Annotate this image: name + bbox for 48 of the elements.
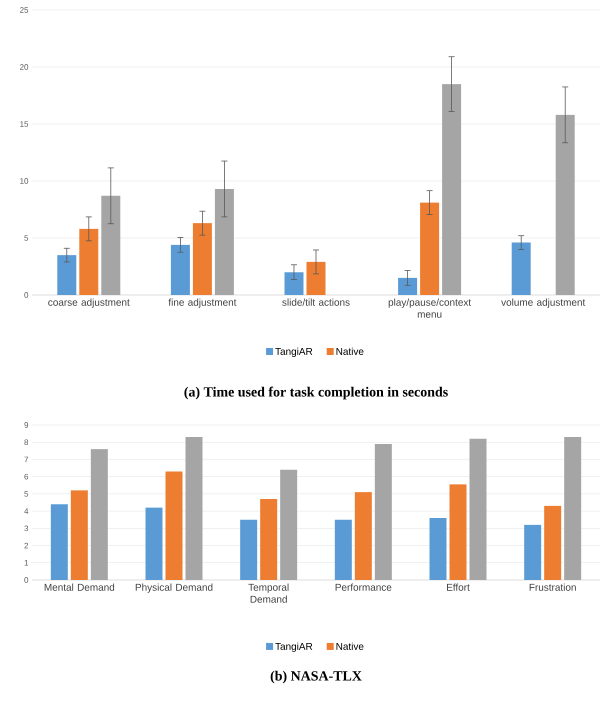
bar [544, 506, 562, 580]
bar [214, 188, 234, 295]
bar [186, 437, 202, 580]
bar [354, 492, 372, 580]
x-tick-label: Mental Demand [44, 584, 114, 591]
bar [442, 84, 462, 295]
bar [79, 228, 98, 295]
bar [145, 508, 162, 580]
legend-label: Native [336, 642, 364, 650]
bar [450, 484, 466, 580]
text: (a) Time used for task completion in seconds [184, 386, 448, 400]
x-tick-label: play/pause/context menu [388, 298, 472, 318]
x-tick-label: Physical Demand [136, 584, 212, 593]
bar [192, 223, 212, 295]
bar [70, 490, 88, 580]
bar [280, 470, 298, 580]
x-tick-label: Effort [446, 584, 470, 591]
x-tick-label: Performance [336, 584, 392, 591]
x-tick-label: Frustration [530, 584, 576, 591]
bar [374, 444, 392, 580]
legend-label: Native [336, 348, 364, 355]
bar [420, 202, 440, 295]
bar [50, 504, 68, 580]
legend-label: TangiAR [275, 642, 312, 652]
bar [556, 114, 575, 295]
bar [512, 242, 531, 295]
bar [57, 255, 76, 295]
text: (b) NASA-TLX [270, 670, 362, 684]
bar [170, 244, 190, 295]
bar [564, 437, 582, 580]
legend-label: TangiAR [275, 348, 312, 357]
bar [429, 518, 446, 580]
bar [90, 449, 108, 580]
bar [524, 524, 542, 580]
bar [470, 438, 487, 580]
bar [101, 196, 120, 295]
x-tick-label: fine adjustment [168, 298, 236, 308]
x-tick-label: slide/tilt actions [282, 298, 350, 306]
x-tick-label: Temporal Demand [248, 584, 288, 603]
x-tick-label: coarse adjustment [48, 298, 130, 308]
bar [284, 272, 304, 295]
bar [334, 520, 352, 580]
bar [166, 471, 182, 580]
bar [398, 278, 418, 295]
bar [306, 262, 326, 295]
bar [260, 499, 278, 580]
x-tick-label: volume adjustment [501, 298, 586, 308]
bar [240, 520, 258, 580]
